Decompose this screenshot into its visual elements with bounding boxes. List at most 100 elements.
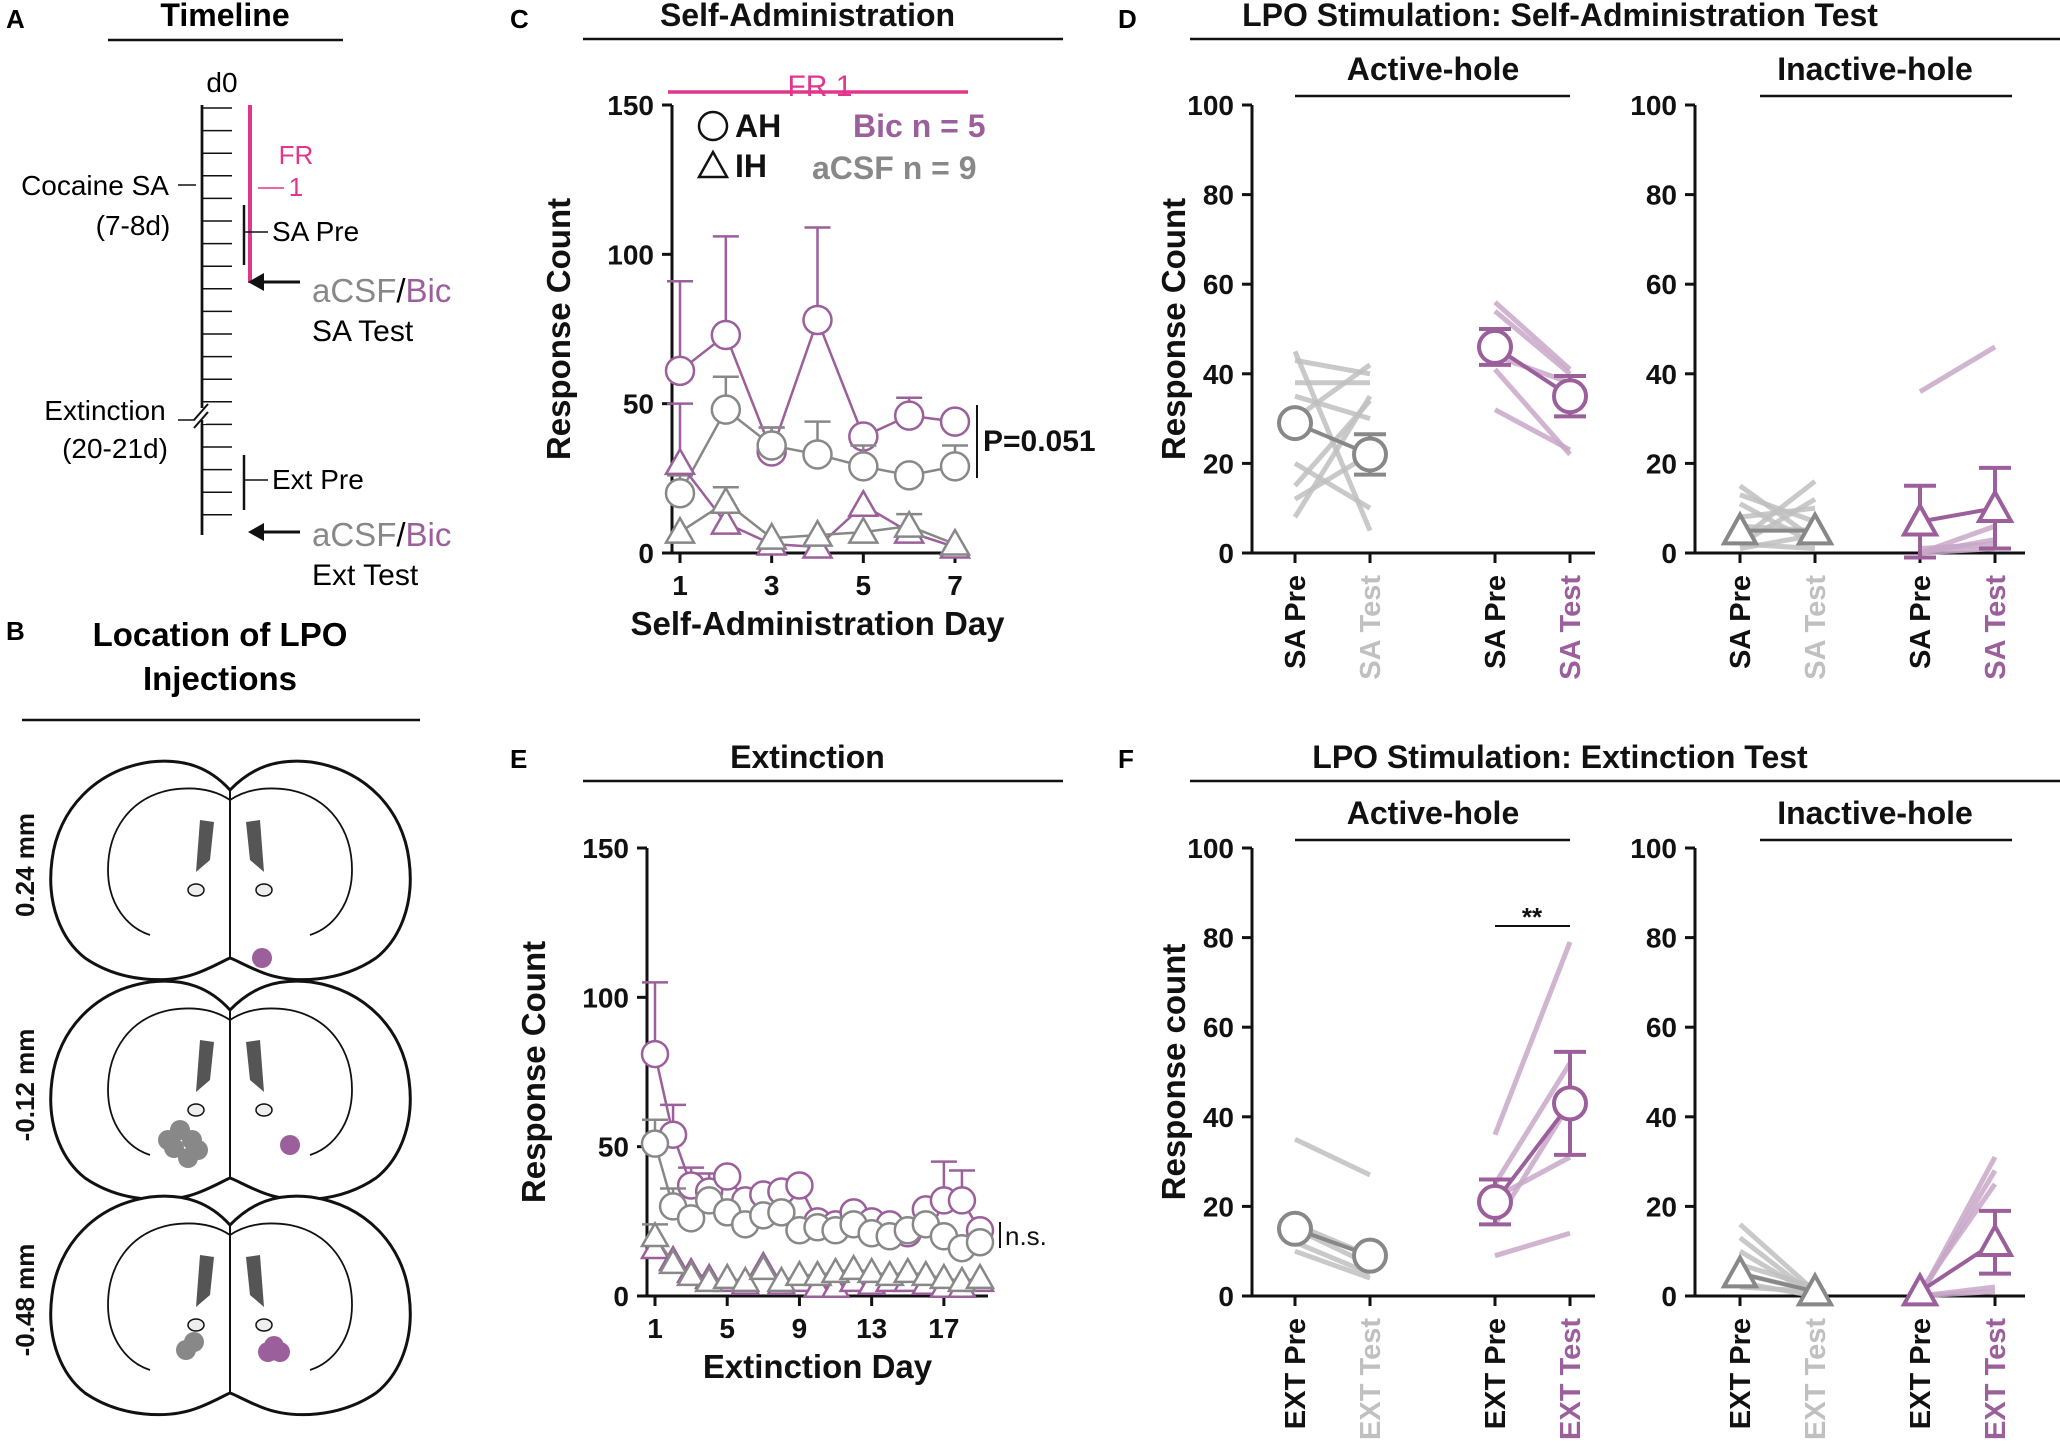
individual-subject-line [1492, 941, 1573, 1136]
ext-test-arrow [248, 523, 300, 541]
y-tick-label: 0 [1218, 538, 1234, 569]
y-tick-label: 20 [1203, 1191, 1234, 1222]
data-point [675, 1259, 707, 1287]
x-tick-label: 5 [856, 570, 872, 601]
coronal-brain-sections: 0.24 mm -0.12 mm -0.48 mm [10, 759, 412, 1417]
x-category-label: EXT Test [1355, 1318, 1387, 1440]
mean-point [1477, 1183, 1513, 1220]
sa-test-treatment: aCSF/Bic [312, 272, 451, 309]
x-category-label: EXT Pre [1480, 1318, 1512, 1429]
individual-subject-line [1493, 309, 1572, 376]
data-point [847, 488, 880, 517]
anterior-commissure-right [255, 883, 273, 897]
data-point [802, 439, 833, 470]
x-tick-label: 9 [792, 1313, 808, 1344]
left-ventricle [196, 820, 214, 872]
data-point [785, 1171, 814, 1200]
x-category-label: SA Pre [1280, 575, 1312, 669]
mean-point [1975, 488, 2015, 523]
y-tick-label: 80 [1646, 180, 1677, 211]
y-tick-label: 80 [1646, 923, 1677, 954]
x-category-label: SA Test [1555, 575, 1587, 680]
cocaine-sa-days: (7-8d) [96, 210, 171, 241]
p-value-annotation: P=0.051 [983, 425, 1096, 458]
left-ventricle [196, 1255, 214, 1307]
timeline-title: Timeline [160, 0, 289, 33]
extinction-panel: Extinction 0 50 100 150 1 5 9 13 17 Extinction Day… [515, 739, 1063, 1385]
data-point [756, 430, 787, 461]
bregma-level-label: -0.12 mm [10, 1029, 40, 1142]
individual-subject-line [1493, 407, 1572, 453]
brain-section-2: -0.12 mm [10, 979, 412, 1202]
x-tick-label: 1 [672, 570, 688, 601]
legend-triangle-icon [696, 149, 730, 179]
y-tick-label: 60 [1203, 1012, 1234, 1043]
data-point [965, 1227, 995, 1257]
x-axis-label: Self-Administration Day [630, 605, 1005, 642]
y-tick-label: 100 [1187, 833, 1234, 864]
y-tick-label: 40 [1203, 359, 1234, 390]
y-tick-label: 50 [598, 1132, 629, 1163]
data-point [964, 1262, 996, 1290]
data-point [893, 460, 925, 491]
anterior-commissure-left [187, 883, 205, 897]
anterior-commissure-left [187, 1103, 205, 1117]
timeline-break-mark [193, 403, 209, 421]
individual-subject-line [1493, 367, 1572, 457]
legend-circle-icon [697, 110, 729, 142]
subpanel-title: Active-hole [1347, 795, 1519, 831]
y-tick-label: 60 [1203, 269, 1234, 300]
x-category-label: EXT Test [1555, 1318, 1587, 1440]
extinction-label: Extinction [44, 395, 165, 426]
injection-site-dot [264, 1336, 284, 1356]
individual-subject-line [1919, 541, 1996, 552]
data-point [676, 1204, 706, 1233]
data-point [657, 1247, 689, 1275]
subpanel-title: Inactive-hole [1777, 795, 1973, 831]
mean-point [1900, 1271, 1940, 1307]
mean-point [1352, 436, 1388, 473]
fr-value: 1 [289, 172, 303, 202]
individual-subject-line [1292, 394, 1373, 519]
y-tick-label: 0 [613, 1281, 629, 1312]
right-ventricle [246, 820, 264, 872]
right-ventricle [246, 1040, 264, 1092]
data-point [664, 478, 696, 509]
mean-line [1493, 1102, 1572, 1204]
data-point [784, 1259, 815, 1287]
mean-point [1277, 405, 1313, 442]
ext-test-label: Ext Test [312, 559, 419, 592]
panel-label-b: B [6, 616, 25, 646]
x-category-label: EXT Test [1980, 1318, 2012, 1440]
self-administration-panel: Self-Administration 0 50 100 150 1 3 5 7 Self-Adm… [540, 0, 1096, 642]
mean-line [1919, 506, 1996, 524]
y-tick-label: 100 [582, 982, 629, 1013]
y-tick-label: 50 [623, 389, 654, 420]
x-category-label: EXT Pre [1725, 1318, 1757, 1429]
x-category-label: SA Test [1355, 575, 1387, 680]
y-tick-label: 20 [1646, 1191, 1677, 1222]
x-tick-label: 3 [764, 570, 780, 601]
data-point [928, 1262, 960, 1290]
y-tick-label: 0 [1218, 1281, 1234, 1312]
y-tick-label: 150 [607, 90, 654, 121]
legend-ah: AH [735, 108, 781, 144]
timeline-d0: d0 [206, 67, 237, 98]
left-ventricle [196, 1040, 214, 1092]
y-tick-label: 100 [1187, 90, 1234, 121]
data-point [639, 1220, 671, 1248]
x-category-label: SA Pre [1905, 575, 1937, 669]
data-point [801, 518, 834, 547]
individual-subject-line [1294, 1248, 1371, 1281]
individual-subject-line [1493, 300, 1572, 372]
x-category-label: EXT Pre [1280, 1318, 1312, 1429]
y-tick-label: 40 [1203, 1102, 1234, 1133]
anterior-commissure-right [255, 1103, 273, 1117]
data-point [664, 355, 696, 387]
anterior-commissure-left [187, 1318, 205, 1332]
y-tick-label: 150 [582, 833, 629, 864]
injection-site-dot [252, 948, 272, 968]
data-point [712, 1262, 743, 1290]
data-point [848, 451, 879, 482]
individual-subject-line [1917, 1182, 1998, 1293]
